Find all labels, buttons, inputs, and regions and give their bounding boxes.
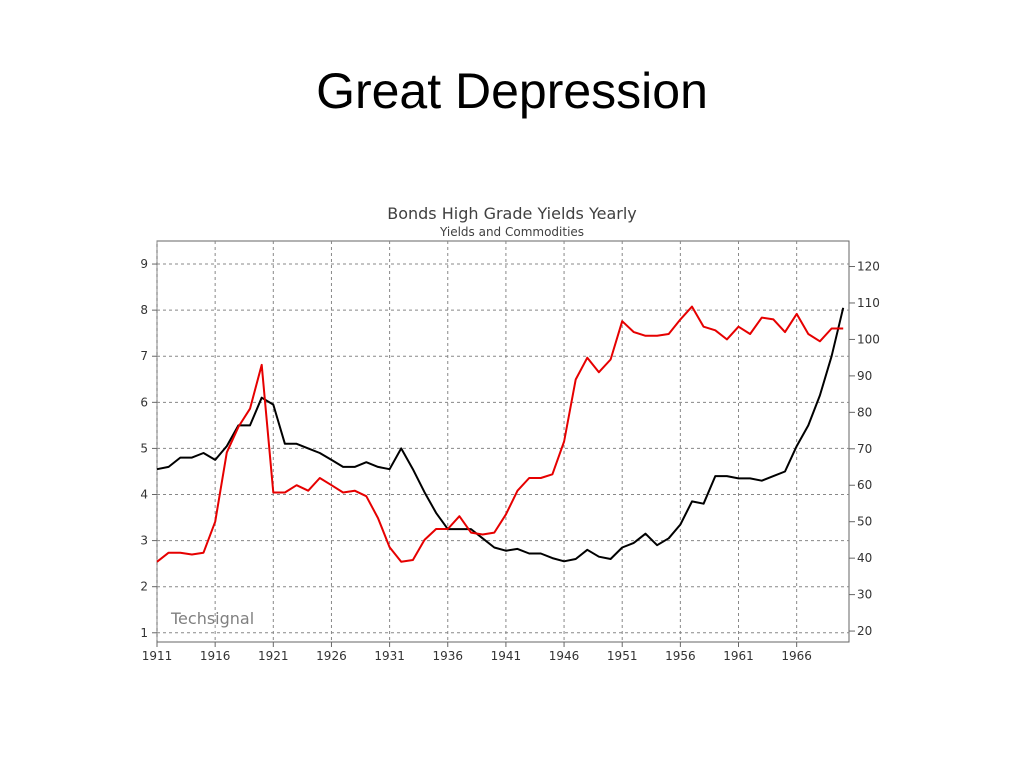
left-tick-label: 2 [140,580,148,594]
right-tick-label: 50 [857,515,872,529]
right-axis: 20 30 40 50 60 70 80 90 100 110 120 [849,260,880,638]
left-tick-label: 4 [140,488,148,502]
x-tick-label: 1966 [781,649,812,663]
right-tick-label: 110 [857,296,880,310]
right-tick-label: 40 [857,551,872,565]
right-tick-label: 80 [857,405,872,419]
x-tick-label: 1946 [549,649,580,663]
right-tick-label: 30 [857,588,872,602]
x-tick-label: 1961 [723,649,754,663]
right-tick-label: 70 [857,442,872,456]
left-axis: 1 2 3 4 5 6 7 8 9 [140,257,157,640]
x-tick-label: 1936 [432,649,463,663]
series-layer [156,305,845,563]
right-tick-label: 90 [857,369,872,383]
right-tick-label: 100 [857,332,880,346]
chart-title: Bonds High Grade Yields Yearly [387,204,637,223]
x-tick-label: 1951 [607,649,638,663]
series-line-red [156,305,844,563]
left-tick-label: 9 [140,257,148,271]
series-line-black [156,307,845,563]
grid [156,241,849,642]
x-tick-label: 1926 [316,649,347,663]
left-tick-label: 5 [140,441,148,455]
x-tick-label: 1916 [200,649,231,663]
right-tick-label: 120 [857,260,880,274]
left-tick-label: 1 [140,626,148,640]
chart-watermark: Techsignal [170,609,254,628]
left-tick-label: 6 [140,395,148,409]
x-tick-label: 1921 [258,649,289,663]
left-tick-label: 3 [140,534,148,548]
chart-subtitle: Yields and Commodities [439,225,584,239]
left-tick-label: 7 [140,349,148,363]
slide-title: Great Depression [316,63,708,119]
x-tick-label: 1956 [665,649,696,663]
right-tick-label: 20 [857,624,872,638]
x-axis: 1911 1916 1921 1926 1931 1936 1941 1946 1951 1956… [142,642,812,663]
x-tick-label: 1911 [142,649,173,663]
right-tick-label: 60 [857,478,872,492]
x-tick-label: 1941 [491,649,522,663]
plot-area [156,240,850,643]
left-tick-label: 8 [140,303,148,317]
x-tick-label: 1931 [374,649,405,663]
